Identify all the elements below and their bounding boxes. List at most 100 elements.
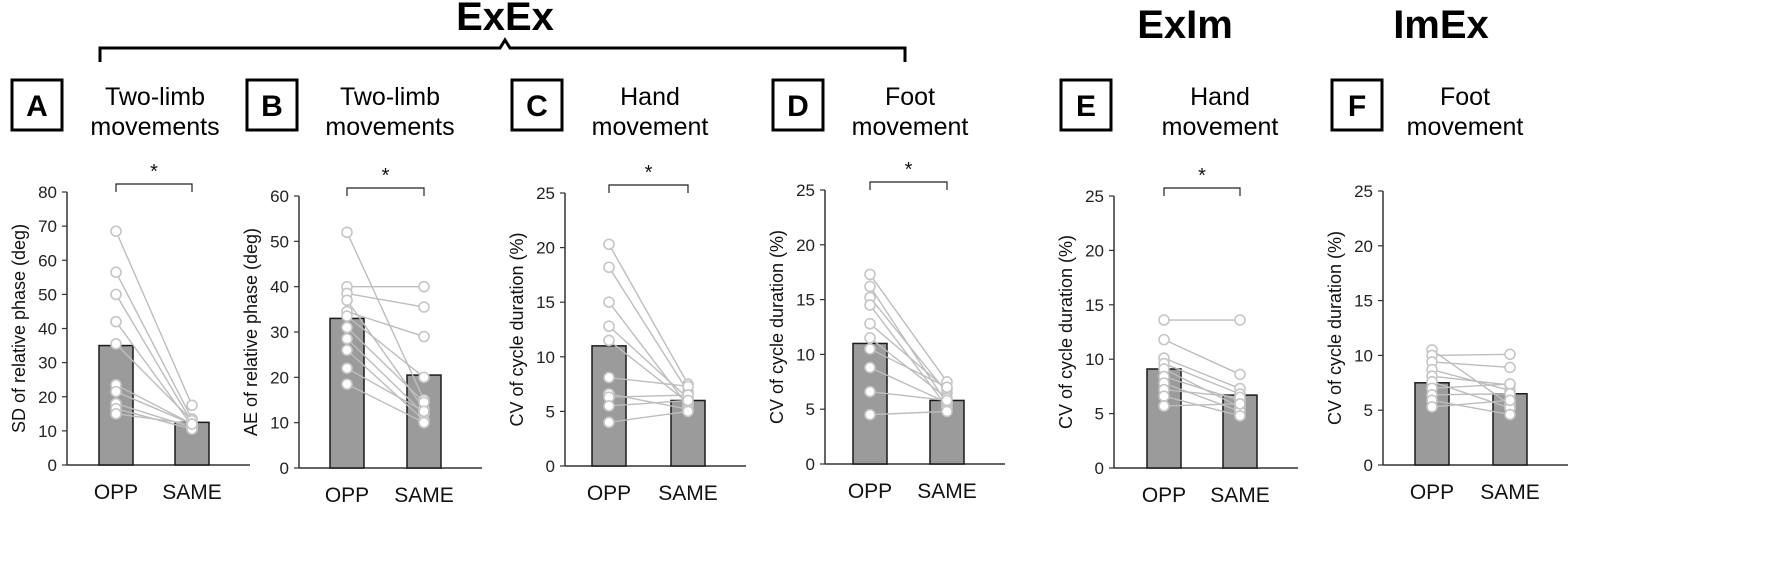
panel-title-line: movement [592,113,709,141]
subject-point-opp [603,371,615,384]
subject-line [869,273,948,383]
subject-line [1431,399,1511,408]
group-title-exim: ExIm [1137,3,1233,47]
subject-point-opp [864,280,876,293]
y-tick-label: 0 [1364,456,1373,475]
subject-point-opp [110,408,122,420]
subject-line [115,294,193,423]
subject-line [1431,399,1511,416]
subject-line [608,243,689,385]
category-label: OPP [325,484,369,507]
y-tick-label: 15 [1085,296,1104,315]
panel-label: F [1348,90,1366,123]
subject-point-opp [864,343,876,355]
subject-line [346,292,425,308]
subject-point-same [1504,348,1516,361]
subject-point-opp [341,294,353,307]
subject-point-opp [341,362,353,375]
subject-line [608,376,689,387]
subject-line [115,390,193,425]
subject-line [608,394,689,398]
subject-point-opp [341,344,353,356]
subject-line [869,296,948,394]
panel-title-line: movements [90,113,219,141]
category-label: SAME [394,484,454,507]
subject-line [346,310,425,338]
subject-line [608,339,689,404]
y-tick-label: 10 [1354,346,1373,365]
y-tick-label: 20 [270,368,289,387]
subject-point-opp [341,332,353,345]
panel-label-box [245,78,299,132]
subject-point-opp [603,261,615,274]
subject-line [346,349,425,421]
y-axis-label: SD of relative phase (deg) [9,224,29,433]
y-tick-label: 15 [796,291,815,310]
y-tick-label: 20 [38,388,57,407]
subject-line [115,384,193,425]
y-tick-label: 70 [38,217,57,236]
subject-point-opp [110,288,122,301]
y-tick-label: 0 [1095,459,1104,478]
panel-title-line: Hand [1190,83,1250,111]
subject-line [346,231,425,401]
panel-label: E [1076,90,1096,123]
subject-line [608,410,689,424]
y-axis-label: CV of cycle duration (%) [1325,231,1345,425]
significance-marker: * [1198,165,1206,187]
subject-point-opp [603,320,615,333]
category-label: SAME [1210,484,1270,507]
subject-point-opp [603,296,615,309]
y-axis-label: CV of cycle duration (%) [1056,235,1076,429]
group-bracket-exex [98,37,907,62]
y-tick-label: 40 [38,320,57,339]
y-tick-label: 25 [1354,182,1373,201]
category-label: OPP [1142,484,1186,507]
subject-line [346,299,425,410]
subject-point-opp [864,317,876,330]
subject-line [869,366,948,404]
significance-marker: * [645,162,653,184]
panel-title-line: movement [852,113,969,141]
subject-line [346,326,425,403]
subject-line [1431,383,1511,389]
y-tick-label: 50 [38,285,57,304]
subject-line [608,266,689,393]
subject-point-same [418,280,430,293]
subject-point-opp [1158,390,1170,402]
subject-point-opp [864,361,876,374]
subject-point-same [418,371,430,384]
subject-line [1431,393,1511,396]
subject-point-same [941,405,953,418]
subject-line [869,390,948,402]
subject-point-same [941,394,953,407]
panel-title-line: movements [325,113,454,141]
y-tick-label: 20 [1085,241,1104,260]
y-tick-label: 0 [546,457,555,476]
y-tick-label: 0 [48,456,57,475]
subject-point-same [1234,409,1246,422]
panel-label-box [771,78,825,132]
group-title-imex: ImEx [1393,3,1489,47]
subject-line [115,343,193,422]
y-tick-label: 5 [1364,401,1373,420]
subject-point-opp [110,266,122,278]
subject-line [1163,388,1241,398]
subject-line [1163,357,1241,390]
subject-point-same [1504,378,1516,390]
y-tick-label: 10 [1085,350,1104,369]
subject-line [346,315,425,378]
subject-point-opp [603,416,615,429]
subject-line [115,413,193,425]
y-tick-label: 60 [270,187,289,206]
subject-point-opp [341,378,353,390]
panel-label-box [510,78,564,132]
y-tick-label: 25 [1085,187,1104,206]
subject-point-same [941,381,953,394]
subject-point-opp [603,238,615,251]
significance-marker: * [150,161,158,183]
panel-title-line: movement [1162,113,1279,141]
